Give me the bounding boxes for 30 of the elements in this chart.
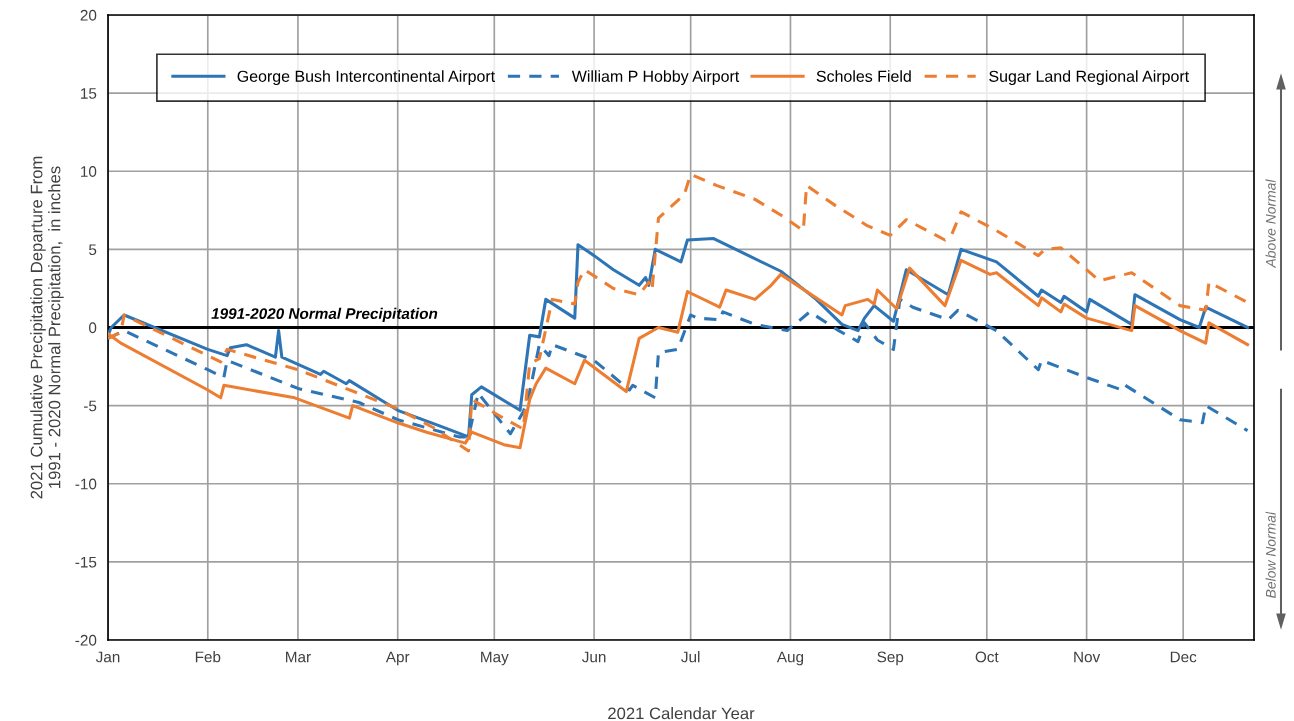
x-tick-label: Jan [95, 651, 120, 663]
x-axis-title: 2021 Calendar Year [608, 707, 755, 720]
x-tick-label: Oct [975, 651, 999, 663]
text: Above Normal [1265, 179, 1276, 269]
y-tick-label: 5 [89, 244, 97, 256]
legend-label: Scholes Field [816, 70, 911, 82]
y-tick-label: -10 [75, 478, 97, 490]
legend-label: George Bush Intercontinental Airport [237, 70, 496, 86]
x-tick-label: Nov [1074, 651, 1101, 663]
x-tick-label: Feb [195, 651, 221, 663]
y-tick-label: 15 [81, 88, 97, 99]
x-tick-label: May [481, 651, 509, 666]
ref-line-label: 1991-2020 Normal Precipitation [211, 307, 438, 323]
x-tick-label: Jun [582, 651, 606, 663]
legend-label: William P Hobby Airport [571, 70, 740, 86]
y-tick-label: 0 [88, 322, 97, 334]
x-tick-label: Dec [1170, 651, 1197, 663]
text: Below Normal [1265, 511, 1276, 598]
x-tick-label: Jul [681, 651, 700, 663]
x-tick-label: Aug [776, 651, 804, 666]
y-tick-label: 10 [81, 166, 97, 177]
y-tick-label: 20 [80, 9, 97, 21]
y-tick-label: -15 [75, 556, 97, 568]
y-axis-title: 2021 Cumulative Precipitation Departure From 1991 - 2020 Normal Precipitation, in inches [30, 156, 64, 499]
legend-label: Sugar Land Regional Airport [989, 70, 1190, 86]
x-tick-label: Sep [877, 651, 904, 666]
y-tick-label: -5 [83, 400, 97, 412]
x-tick-label: Apr [385, 651, 410, 666]
y-tick-label: -20 [75, 634, 97, 646]
x-tick-label: Mar [286, 651, 311, 663]
